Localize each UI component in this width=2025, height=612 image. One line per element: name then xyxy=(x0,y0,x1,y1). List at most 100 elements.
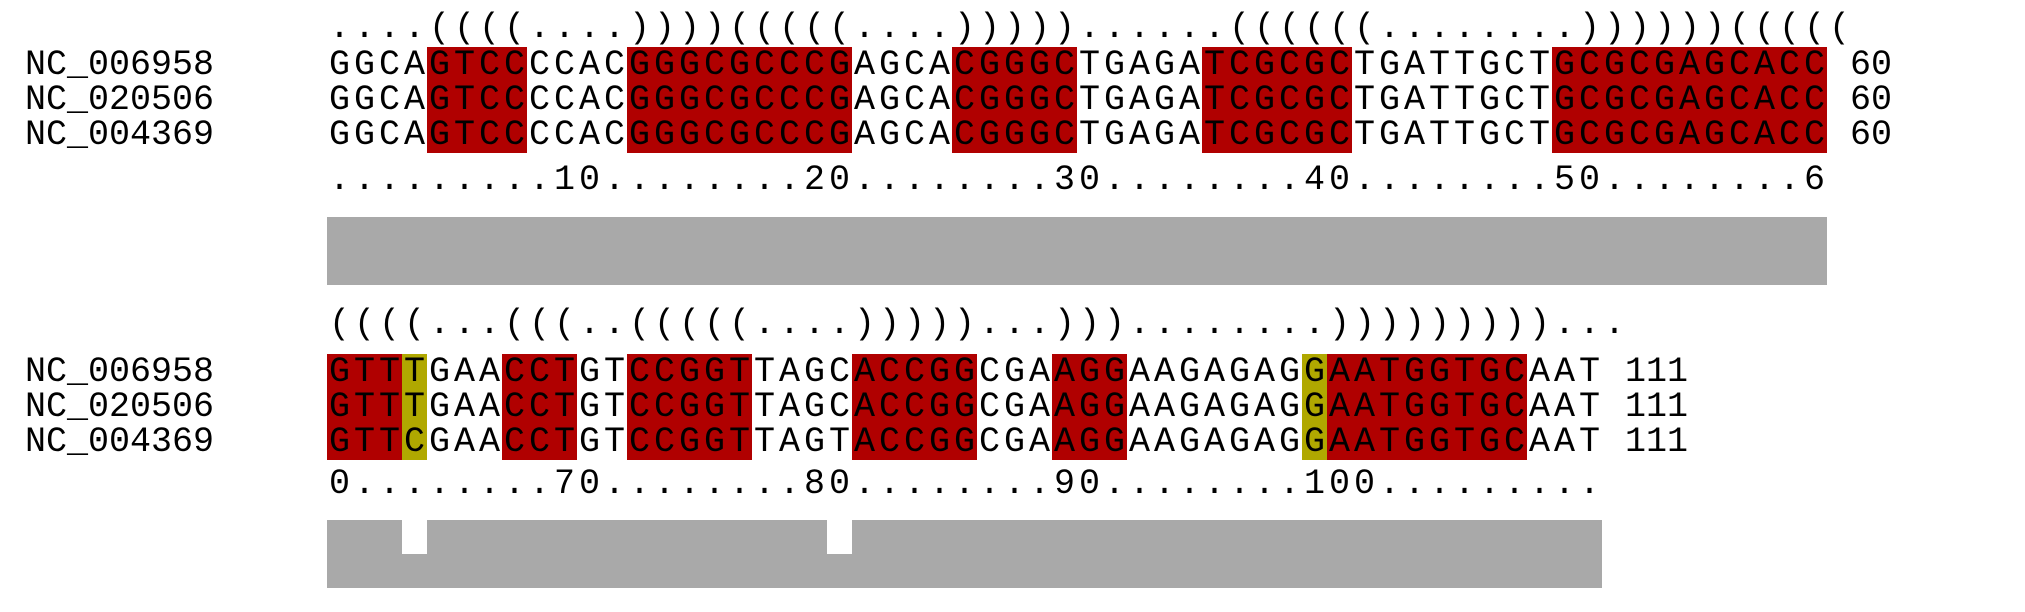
ruler-char: . xyxy=(1003,464,1025,504)
nucleotide: C xyxy=(1627,45,1652,85)
nucleotide: A xyxy=(853,115,875,155)
nucleotide: G xyxy=(1228,352,1250,392)
nucleotide: G xyxy=(1178,387,1200,427)
nucleotide: A xyxy=(1128,45,1150,85)
nucleotide: T xyxy=(1452,352,1477,392)
ruler-char: . xyxy=(678,160,700,200)
nucleotide: G xyxy=(1153,45,1175,85)
structure-char: ) xyxy=(703,8,725,48)
nucleotide: T xyxy=(352,387,377,427)
structure-char: . xyxy=(1553,304,1575,344)
nucleotide: G xyxy=(328,45,350,85)
nucleotide: T xyxy=(1353,80,1375,120)
ruler-char: . xyxy=(1203,160,1225,200)
nucleotide: T xyxy=(753,352,775,392)
nucleotide: G xyxy=(1302,387,1327,427)
nucleotide: C xyxy=(1777,80,1802,120)
ruler-char: . xyxy=(1378,464,1400,504)
ruler-char: . xyxy=(1478,464,1500,504)
conservation-bar xyxy=(327,520,402,588)
structure-char: . xyxy=(603,304,625,344)
nucleotide: C xyxy=(528,80,550,120)
nucleotide: C xyxy=(1627,115,1652,155)
nucleotide: G xyxy=(1302,80,1327,120)
ruler-char: . xyxy=(703,464,725,504)
nucleotide: T xyxy=(1078,45,1100,85)
ruler-char: . xyxy=(728,160,750,200)
nucleotide: G xyxy=(702,422,727,462)
structure-char: ) xyxy=(1053,304,1075,344)
nucleotide: C xyxy=(1503,115,1525,155)
ruler-char: 1 xyxy=(553,160,575,200)
structure-char: ) xyxy=(953,8,975,48)
ruler-char: . xyxy=(1153,160,1175,200)
nucleotide: G xyxy=(727,115,752,155)
position-end-label: 60 xyxy=(1850,80,1893,120)
nucleotide: C xyxy=(1802,80,1827,120)
nucleotide: T xyxy=(753,422,775,462)
structure-char: ( xyxy=(653,304,675,344)
nucleotide: G xyxy=(1002,45,1027,85)
nucleotide: A xyxy=(1528,422,1550,462)
ruler-char: . xyxy=(1153,464,1175,504)
structure-char: ) xyxy=(1528,304,1550,344)
structure-char: . xyxy=(1153,304,1175,344)
nucleotide: G xyxy=(952,352,977,392)
nucleotide: A xyxy=(1352,387,1377,427)
nucleotide: C xyxy=(1502,422,1527,462)
nucleotide: G xyxy=(1478,45,1500,85)
structure-char: . xyxy=(1178,8,1200,48)
nucleotide: C xyxy=(603,45,625,85)
nucleotide: T xyxy=(1578,352,1600,392)
structure-char: . xyxy=(578,8,600,48)
nucleotide: T xyxy=(1528,115,1550,155)
nucleotide: G xyxy=(1102,352,1127,392)
structure-char: . xyxy=(1578,304,1600,344)
nucleotide: C xyxy=(652,387,677,427)
nucleotide: G xyxy=(1278,422,1300,462)
ruler-char: . xyxy=(1378,160,1400,200)
nucleotide: T xyxy=(352,352,377,392)
nucleotide: A xyxy=(1352,422,1377,462)
ruler-char: . xyxy=(378,464,400,504)
nucleotide: C xyxy=(1503,80,1525,120)
nucleotide: G xyxy=(328,115,350,155)
structure-char: ( xyxy=(503,304,525,344)
sequence-name: NC_006958 xyxy=(25,45,215,85)
nucleotide: C xyxy=(502,387,527,427)
nucleotide: G xyxy=(427,45,452,85)
nucleotide: G xyxy=(1427,352,1452,392)
ruler-char: . xyxy=(1778,160,1800,200)
ruler-char: . xyxy=(953,160,975,200)
ruler-char: . xyxy=(428,464,450,504)
nucleotide: A xyxy=(852,352,877,392)
ruler-char: . xyxy=(1728,160,1750,200)
structure-char: ) xyxy=(1053,8,1075,48)
position-end-label: 60 xyxy=(1850,115,1893,155)
nucleotide: T xyxy=(377,387,402,427)
nucleotide: G xyxy=(1077,387,1102,427)
nucleotide: C xyxy=(702,80,727,120)
nucleotide: G xyxy=(702,387,727,427)
nucleotide: T xyxy=(452,45,477,85)
ruler-char: . xyxy=(753,464,775,504)
nucleotide: G xyxy=(1103,115,1125,155)
nucleotide: G xyxy=(1427,387,1452,427)
nucleotide: T xyxy=(552,422,577,462)
nucleotide: G xyxy=(1178,422,1200,462)
nucleotide: T xyxy=(1078,80,1100,120)
structure-char: ( xyxy=(453,8,475,48)
nucleotide: C xyxy=(802,115,827,155)
nucleotide: G xyxy=(627,80,652,120)
nucleotide: C xyxy=(502,45,527,85)
nucleotide: A xyxy=(403,45,425,85)
nucleotide: G xyxy=(977,115,1002,155)
nucleotide: T xyxy=(1453,80,1475,120)
nucleotide: A xyxy=(1203,352,1225,392)
nucleotide: G xyxy=(702,352,727,392)
structure-char: ) xyxy=(1628,8,1650,48)
nucleotide: C xyxy=(1277,80,1302,120)
structure-char: ) xyxy=(1103,304,1125,344)
structure-char: ( xyxy=(478,8,500,48)
nucleotide: C xyxy=(1802,45,1827,85)
